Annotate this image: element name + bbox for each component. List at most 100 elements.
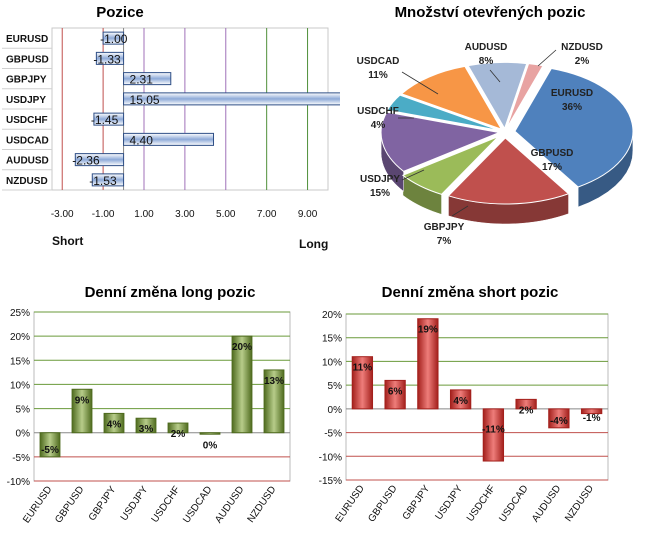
category-label: AUDUSD bbox=[213, 484, 246, 525]
pie-label-name: USDCHF bbox=[357, 106, 399, 117]
category-label: USDCHF bbox=[6, 115, 48, 126]
y-tick-label: 10% bbox=[10, 380, 30, 391]
pie-label-name: NZDUSD bbox=[561, 42, 603, 53]
pie-slice bbox=[514, 67, 634, 188]
bar-value-label: 2% bbox=[171, 429, 186, 440]
pie-label-name: GBPUSD bbox=[531, 148, 574, 159]
pie-label-value: 2% bbox=[575, 56, 590, 67]
x-tick-label: 1.00 bbox=[134, 209, 154, 220]
bar-value-label: 0% bbox=[203, 441, 218, 452]
open-positions-pie-chart: EURUSD 36% GBPUSD 17% GBPJPY 7% USDJPY 15% USDCH… bbox=[357, 42, 634, 247]
pie-label-name: USDCAD bbox=[357, 56, 400, 67]
bar-value-label: -1.33 bbox=[93, 52, 121, 66]
pie-leader-line bbox=[451, 205, 469, 217]
pie-slice bbox=[506, 63, 544, 129]
bar-value-label: 2% bbox=[519, 405, 534, 416]
x-tick-label: 5.00 bbox=[216, 209, 236, 220]
pie-label-name: EURUSD bbox=[551, 88, 593, 99]
category-label: USDCHF bbox=[465, 483, 498, 523]
category-label: EURUSD bbox=[21, 484, 54, 525]
bar-value-label: -1.53 bbox=[89, 174, 117, 188]
bar-value-label: 11% bbox=[353, 363, 373, 374]
category-label: EURUSD bbox=[334, 483, 367, 524]
pie-slice bbox=[386, 94, 500, 131]
daily-short-chart-title: Denní změna short pozic bbox=[381, 284, 559, 301]
bar bbox=[231, 335, 253, 434]
bar bbox=[103, 412, 125, 434]
bar bbox=[74, 153, 125, 167]
bar-value-label: -1% bbox=[583, 413, 601, 424]
bar bbox=[417, 318, 439, 410]
pie-label-value: 8% bbox=[479, 56, 494, 67]
pie-leader-line bbox=[401, 71, 439, 95]
category-label: USDJPY bbox=[433, 483, 465, 522]
y-tick-label: 10% bbox=[322, 357, 342, 368]
bar-value-label: -1.45 bbox=[91, 113, 119, 127]
y-tick-label: 5% bbox=[328, 381, 343, 392]
bar-value-label: -2.36 bbox=[72, 154, 100, 168]
y-tick-label: -5% bbox=[324, 429, 342, 440]
y-tick-label: -10% bbox=[319, 452, 342, 463]
open-positions-chart-title: Množství otevřených pozic bbox=[394, 4, 586, 21]
category-label: GBPUSD bbox=[53, 484, 86, 525]
bar bbox=[548, 408, 570, 429]
bar-value-label: 6% bbox=[388, 386, 403, 397]
bar bbox=[449, 389, 472, 410]
y-tick-label: 20% bbox=[10, 332, 30, 343]
pie-label-name: GBPJPY bbox=[424, 222, 465, 233]
category-label: GBPUSD bbox=[6, 54, 49, 65]
bar-value-label: 19% bbox=[418, 325, 438, 336]
bar bbox=[123, 92, 340, 106]
category-label: USDCAD bbox=[497, 483, 530, 524]
x-tick-label: 7.00 bbox=[257, 209, 277, 220]
bar bbox=[482, 408, 505, 462]
x-tick-label: 9.00 bbox=[298, 209, 318, 220]
y-tick-label: -15% bbox=[319, 476, 342, 487]
category-label: EURUSD bbox=[6, 34, 48, 45]
category-label: NZDUSD bbox=[6, 176, 48, 187]
positions-chart-title: Pozice bbox=[96, 4, 144, 21]
x-tick-label: -1.00 bbox=[92, 209, 115, 220]
y-tick-label: -10% bbox=[7, 477, 30, 488]
bar-value-label: 3% bbox=[139, 424, 154, 435]
x-tick-label: 3.00 bbox=[175, 209, 195, 220]
category-label: USDCAD bbox=[6, 135, 49, 146]
y-tick-label: 0% bbox=[328, 405, 343, 416]
y-tick-label: 15% bbox=[322, 334, 342, 345]
short-label: Short bbox=[52, 234, 84, 248]
bar bbox=[199, 432, 221, 435]
pie-label-value: 36% bbox=[562, 102, 582, 113]
daily-short-chart: -15% -10% -5% 0% 5% 10% 15% 20% 11% EURUSD 6% GBPUS… bbox=[319, 310, 609, 524]
category-label: USDJPY bbox=[6, 95, 46, 106]
pie-slice bbox=[380, 111, 501, 172]
bar bbox=[167, 422, 189, 434]
pie-slice bbox=[400, 65, 503, 131]
bar bbox=[39, 432, 61, 458]
bar bbox=[263, 369, 285, 434]
bar-value-label: 13% bbox=[264, 376, 284, 387]
category-label: AUDUSD bbox=[6, 156, 49, 167]
bar-value-label: 2.31 bbox=[130, 73, 154, 87]
pie-label-value: 15% bbox=[370, 188, 390, 199]
long-label: Long bbox=[299, 237, 329, 251]
pie-slice bbox=[447, 137, 570, 205]
category-label: GBPJPY bbox=[6, 75, 47, 86]
category-label: GBPJPY bbox=[87, 484, 119, 523]
bar bbox=[384, 379, 406, 410]
positions-chart: -3.00 -1.00 1.00 3.00 5.00 7.00 9.00 EURUSD -1.0… bbox=[2, 27, 340, 220]
pie-leader-line bbox=[401, 169, 425, 181]
category-label: NZDUSD bbox=[246, 484, 279, 524]
bar bbox=[351, 356, 374, 410]
pie-label-value: 11% bbox=[368, 70, 388, 81]
bar bbox=[135, 417, 157, 434]
y-tick-label: 5% bbox=[16, 405, 31, 416]
category-label: GBPJPY bbox=[401, 483, 433, 522]
bar-value-label: -5% bbox=[41, 445, 59, 456]
bar bbox=[580, 408, 603, 415]
category-label: NZDUSD bbox=[563, 483, 596, 523]
pie-leader-line bbox=[537, 49, 557, 67]
pie-label-name: AUDUSD bbox=[465, 42, 508, 53]
bar bbox=[515, 398, 537, 410]
pie-label-value: 7% bbox=[437, 236, 452, 247]
pie-label-value: 17% bbox=[542, 162, 562, 173]
